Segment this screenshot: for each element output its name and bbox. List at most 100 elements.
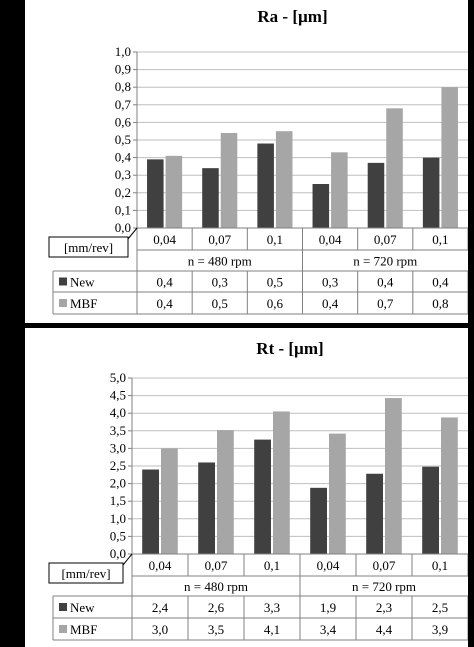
group-label: n = 720 rpm [352,579,416,594]
table-cell-mbf: 0,7 [377,296,394,311]
legend-label-mbf: MBF [70,622,97,637]
table-cell-new: 0,5 [267,275,283,290]
table-cell-new: 0,4 [432,275,449,290]
legend-swatch-new [59,603,67,611]
legend-swatch-mbf [59,299,67,307]
y-tick-label: 0,9 [115,62,131,77]
y-tick-label: 3,5 [110,423,126,438]
chart-title: Ra - [µm] [257,7,327,26]
y-tick-label: 4,0 [110,405,126,420]
table-cell-mbf: 0,4 [156,296,173,311]
ra-chart: Ra - [µm] 0,0 0,1 0,2 0,3 0,4 0,5 0,6 0,7 0,8 0,9 1… [48,7,468,315]
bar-mbf [220,132,238,228]
bar-mbf [273,411,290,554]
table-cell-new: 2,3 [376,600,392,615]
x-tick-label: 0,1 [267,232,283,247]
xlabel-box [48,562,124,584]
x-tick-label: 0,1 [264,558,280,573]
y-tick-label: 1,0 [115,44,131,59]
xlabel-leader [127,227,138,240]
table-cell-mbf: 4,1 [264,622,280,637]
table-cell-mbf: 3,5 [208,622,224,637]
x-tick-label: 0,07 [374,232,397,247]
y-tick-label: 4,5 [110,388,126,403]
bar-new [142,469,159,554]
x-tick-label: 0,04 [149,558,172,573]
bar-new [367,162,385,228]
legend-swatch-mbf [59,625,67,633]
bar-new [257,143,274,228]
bar-new [310,487,327,554]
x-tick-label: 0,1 [432,232,448,247]
x-axis-label: [mm/rev] [61,566,110,581]
bar-new [147,159,164,228]
table-cell-new: 2,6 [208,600,225,615]
rt-chart: Rt - [µm] 0,0 0,5 1,0 1,5 2,0 2,5 3,0 3,5 4,0 4,5 5… [48,339,468,641]
table-cell-mbf: 4,4 [376,622,393,637]
table-cell-mbf: 0,6 [267,296,284,311]
bar-mbf [275,131,293,228]
x-tick-label: 0,04 [153,232,176,247]
table-cell-new: 2,4 [152,600,169,615]
y-tick-label: 0,7 [115,97,132,112]
bar-mbf [329,433,346,554]
y-tick-label: 3,0 [110,440,126,455]
table-cell-new: 2,5 [432,600,448,615]
table-cell-mbf: 3,9 [432,622,448,637]
y-tick-label: 0,5 [115,132,131,147]
xlabel-box [48,236,129,258]
table-cell-new: 0,4 [377,275,394,290]
y-tick-label: 0,4 [115,150,132,165]
x-tick-label: 0,04 [317,558,340,573]
table-cell-mbf: 3,0 [152,622,168,637]
table-cell-mbf: 0,8 [432,296,448,311]
rt-chart-panel: Rt - [µm] 0,0 0,5 1,0 1,5 2,0 2,5 3,0 3,5 4,0 4,5 5… [25,328,468,647]
x-tick-label: 0,04 [319,232,342,247]
bar-mbf [161,448,178,554]
bar-mbf [331,152,348,228]
bar-new [366,473,383,554]
y-tick-label: 2,5 [110,458,126,473]
table-cell-new: 0,4 [156,275,173,290]
x-tick-label: 0,07 [208,232,231,247]
ra-chart-panel: Ra - [µm] 0,0 0,1 0,2 0,3 0,4 0,5 0,6 0,7 0,8 0,9 1… [25,0,468,323]
y-tick-label: 0,0 [110,546,126,561]
bar-new [254,439,271,554]
bar-new [198,462,215,554]
y-tick-label: 1,5 [110,493,126,508]
bar-new [422,157,440,228]
y-tick-label: 0,6 [115,114,132,129]
chart-title: Rt - [µm] [256,339,323,358]
x-tick-label: 0,07 [205,558,228,573]
table-cell-mbf: 0,4 [322,296,339,311]
xlabel-leader [122,553,133,566]
y-tick-label: 0,2 [115,185,131,200]
table-cell-mbf: 3,4 [320,622,337,637]
bar-new [202,168,219,228]
y-tick-label: 0,0 [115,220,131,235]
y-tick-label: 1,0 [110,511,126,526]
group-label: n = 480 rpm [184,579,248,594]
y-tick-label: 0,1 [115,202,131,217]
bar-mbf [165,155,183,228]
legend-swatch-new [59,277,67,286]
y-tick-label: 2,0 [110,476,126,491]
group-label: n = 720 rpm [353,254,417,269]
y-tick-label: 0,8 [115,79,131,94]
y-tick-label: 5,0 [110,370,126,385]
bar-mbf [385,398,402,554]
bar-new [312,184,330,228]
table-cell-new: 0,3 [212,275,228,290]
bar-mbf [441,417,458,554]
table-cell-new: 1,9 [320,600,336,615]
bar-mbf [441,87,458,228]
x-tick-label: 0,1 [432,558,448,573]
table-cell-new: 3,3 [264,600,280,615]
bar-mbf [217,430,234,554]
y-tick-label: 0,5 [110,528,126,543]
x-tick-label: 0,07 [373,558,396,573]
y-tick-label: 0,3 [115,167,131,182]
legend-label-new: New [70,275,95,290]
x-axis-label: [mm/rev] [64,240,113,255]
bar-new [422,466,439,554]
